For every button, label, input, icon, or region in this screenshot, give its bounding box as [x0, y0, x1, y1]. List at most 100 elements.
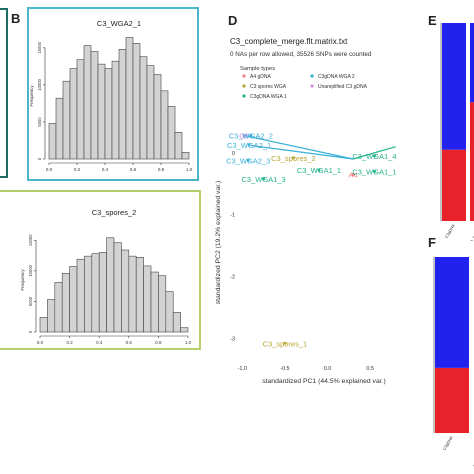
panel-a-border	[0, 8, 8, 178]
pca-title: C3_complete_merge.flt.matrix.txt	[230, 37, 348, 46]
x-axis-label: standardized PC1 (44.5% explained var.)	[262, 378, 386, 385]
stacked-bar-segment	[470, 23, 474, 103]
histogram-bar	[143, 265, 152, 333]
y-tick-label: 15000	[28, 234, 33, 246]
pca-plot: C3_complete_merge.flt.matrix.txt 0 NAs pe…	[215, 37, 397, 385]
x-tick-label: 0.8	[158, 167, 165, 172]
pca-point-label: C3_WGA2_2	[229, 132, 273, 141]
histogram-bar	[165, 291, 174, 333]
histogram-bar	[98, 252, 107, 333]
pca-point	[242, 134, 246, 138]
pca-point-label: C3	[239, 132, 249, 141]
pca-point	[372, 154, 376, 158]
pca-point-label: C3_WGA1_1	[297, 166, 341, 175]
histogram-bar	[97, 63, 106, 160]
histogram-bar	[132, 43, 141, 160]
stacked-bar-segment	[442, 23, 466, 150]
category-label: C3gDNA	[442, 435, 454, 451]
pca-point-label: A4	[349, 170, 358, 179]
histogram-bar	[139, 56, 148, 160]
y-axis-label: standardized PC2 (19.2% explained var.)	[215, 181, 222, 305]
histogram-bar	[106, 237, 115, 333]
pca-point-label: C3_WGA1_4	[352, 152, 396, 161]
histogram-bar	[62, 80, 71, 160]
histogram-bar	[167, 106, 176, 160]
histogram-bar	[47, 299, 56, 333]
y-tick-label: 10000	[37, 78, 42, 90]
histogram-bar	[84, 255, 93, 333]
histogram-bar	[153, 74, 162, 160]
pca-point	[247, 143, 251, 147]
y-tick-label: 15000	[37, 41, 42, 53]
x-tick-label: 1.0	[185, 340, 192, 345]
pca-point-label: C3_WGA2_3	[226, 156, 270, 165]
histogram-bar	[181, 152, 190, 160]
chart-title: C3_spores_2	[92, 208, 137, 217]
pca-point	[262, 177, 266, 181]
loading-arrow	[250, 144, 354, 160]
y-tick-label: 0	[37, 157, 42, 160]
x-tick-label: 0.2	[74, 167, 81, 172]
panel-c-border	[0, 190, 201, 350]
pca-point	[246, 158, 250, 162]
histogram-bar	[150, 271, 159, 333]
y-tick-label: 5000	[37, 117, 42, 127]
histogram-bar	[160, 90, 169, 160]
histogram-bar	[76, 59, 85, 160]
y-tick-label: 5000	[28, 296, 33, 306]
y-tick-label: -1	[230, 213, 235, 219]
loading-arrow	[352, 146, 396, 160]
y-axis-label: Frequency	[20, 269, 25, 291]
histogram-bar	[146, 65, 155, 160]
legend-title: Sample types	[240, 66, 275, 72]
histogram-bar	[125, 37, 134, 160]
histogram-bar	[104, 68, 113, 160]
x-tick-label: 0.2	[66, 340, 73, 345]
histogram-bar	[76, 258, 85, 333]
x-tick-label: 0.0	[324, 366, 332, 372]
pca-point	[249, 134, 253, 138]
panel-letter-f: F	[428, 235, 436, 250]
stacked-bar-segment	[470, 102, 474, 221]
stacked-bar-segment	[435, 367, 469, 433]
histogram-bar	[172, 312, 181, 333]
y-tick-label: -3	[230, 336, 235, 342]
y-tick-label: -2	[230, 275, 235, 281]
x-tick-label: 0.4	[96, 340, 103, 345]
x-tick-label: 0.6	[126, 340, 133, 345]
panel-b-border	[27, 7, 199, 181]
x-tick-label: 0.6	[130, 167, 137, 172]
histogram-bar	[48, 123, 57, 160]
stacked-bar-segment	[435, 257, 469, 368]
x-tick-label: -0.5	[280, 366, 289, 372]
histogram-bar	[61, 272, 70, 333]
legend-key	[242, 74, 246, 78]
pca-point-label: C3_WGA1_3	[241, 175, 285, 184]
pca-point	[372, 169, 376, 173]
histogram-bar	[121, 249, 130, 333]
histogram-bar	[180, 327, 189, 333]
x-tick-label: 0.0	[37, 340, 44, 345]
x-tick-label: 0.8	[155, 340, 162, 345]
x-tick-label: 0.5	[366, 366, 374, 372]
y-tick-label: 0	[232, 151, 235, 157]
legend-key	[310, 74, 314, 78]
panel-letter-e: E	[428, 13, 437, 28]
histogram-bar	[83, 45, 92, 160]
legend-key	[242, 84, 246, 88]
y-axis-label: Frequency	[29, 85, 34, 107]
histogram-bar	[128, 255, 137, 333]
stacked-bar-f: C3gDNA C3_SPORE_WGA1	[433, 257, 474, 468]
category-label: C3gDNA	[444, 223, 456, 239]
histogram-bar	[113, 242, 122, 333]
y-tick-label: 0	[28, 330, 33, 333]
panel-letter-b: B	[11, 11, 21, 26]
legend-key	[310, 84, 314, 88]
y-tick-label: 10000	[28, 264, 33, 276]
x-tick-label: 0.0	[46, 167, 53, 172]
pca-point-label: C3_spores_2	[271, 154, 316, 163]
pca-point	[283, 341, 287, 345]
histogram-bar	[91, 253, 100, 333]
stacked-bar-segment	[442, 149, 466, 221]
